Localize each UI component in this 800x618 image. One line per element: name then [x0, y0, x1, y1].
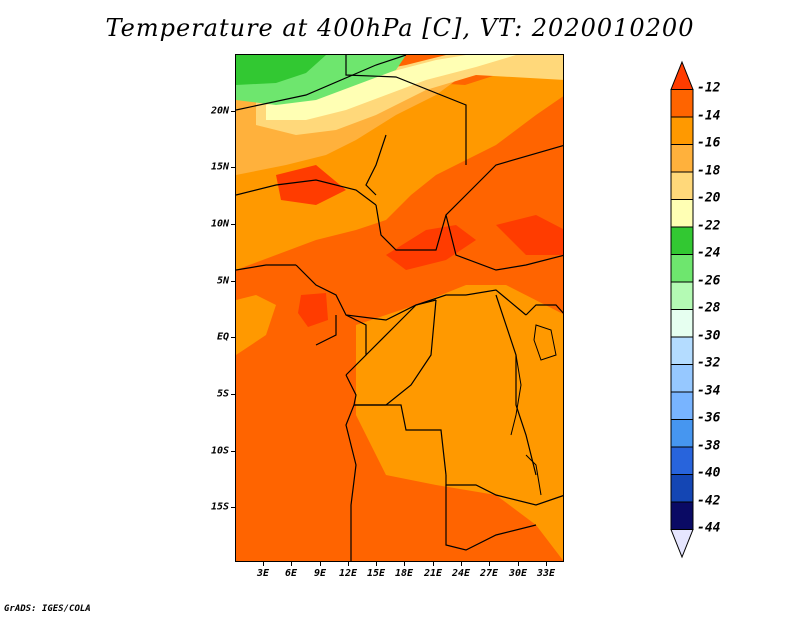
- colorbar-cell: [670, 391, 694, 420]
- colorbar-label: -44: [697, 520, 721, 536]
- map-panel: [235, 54, 564, 562]
- lon-tick: [433, 562, 434, 566]
- colorbar-label: -24: [697, 245, 721, 261]
- colorbar-cell: [670, 309, 694, 338]
- lat-tick: [231, 507, 235, 508]
- lon-tick: [291, 562, 292, 566]
- lon-label-21e: 21E: [423, 568, 443, 579]
- colorbar-cell: [670, 226, 694, 255]
- colorbar-cell: [670, 364, 694, 393]
- lat-tick: [231, 111, 235, 112]
- lon-label-27e: 27E: [479, 568, 499, 579]
- colorbar-top-triangle: [670, 60, 694, 90]
- credit-text: GrADS: IGES/COLA: [4, 604, 91, 614]
- colorbar-label: -32: [697, 355, 721, 371]
- colorbar-label: -26: [697, 273, 721, 289]
- colorbar-cell: [670, 336, 694, 365]
- lon-tick: [489, 562, 490, 566]
- field-region-12-d: [496, 215, 563, 255]
- colorbar-label: -34: [697, 383, 721, 399]
- colorbar-label: -16: [697, 135, 721, 151]
- colorbar-cell: [670, 419, 694, 448]
- colorbar-cell: [670, 474, 694, 503]
- colorbar-bottom-triangle: [670, 529, 694, 559]
- colorbar-cell: [670, 281, 694, 310]
- lat-tick: [231, 394, 235, 395]
- colorbar-label: -40: [697, 465, 721, 481]
- colorbar-label: -18: [697, 163, 721, 179]
- lat-tick: [231, 451, 235, 452]
- lon-tick: [518, 562, 519, 566]
- lat-label-10n: 10N: [210, 218, 229, 230]
- lat-tick: [231, 337, 235, 338]
- field-region-22: [266, 55, 516, 120]
- field-region-16-central: [356, 285, 563, 561]
- lat-label-eq: EQ: [216, 331, 229, 343]
- lat-tick: [231, 281, 235, 282]
- colorbar-cells: [670, 60, 694, 559]
- colorbar-cell: [670, 89, 694, 118]
- field-region-16-west: [236, 295, 276, 355]
- lon-tick: [320, 562, 321, 566]
- colorbar-label: -30: [697, 328, 721, 344]
- lon-label-3e: 3E: [256, 568, 270, 579]
- colorbar: [670, 60, 694, 559]
- field-region-12-b: [298, 293, 328, 327]
- colorbar-label: -38: [697, 438, 721, 454]
- country-borders: [236, 55, 563, 561]
- lon-label-9e: 9E: [313, 568, 327, 579]
- lon-tick: [461, 562, 462, 566]
- lon-label-15e: 15E: [366, 568, 386, 579]
- colorbar-cell: [670, 171, 694, 200]
- lat-tick: [231, 167, 235, 168]
- field-region-20: [256, 55, 563, 135]
- colorbar-cell: [670, 116, 694, 145]
- colorbar-cell: [670, 446, 694, 475]
- lat-tick: [231, 224, 235, 225]
- temperature-map: [236, 55, 563, 561]
- lon-label-12e: 12E: [338, 568, 358, 579]
- colorbar-label: -14: [697, 108, 721, 124]
- colorbar-label: -42: [697, 493, 721, 509]
- lon-tick: [376, 562, 377, 566]
- colorbar-label: -22: [697, 218, 721, 234]
- colorbar-label: -36: [697, 410, 721, 426]
- field-region-12-c: [276, 165, 346, 205]
- lon-label-6e: 6E: [284, 568, 298, 579]
- colorbar-cell: [670, 501, 694, 530]
- lat-label-15n: 15N: [210, 161, 229, 173]
- lon-tick: [546, 562, 547, 566]
- colorbar-label: -20: [697, 190, 721, 206]
- colorbar-label: -12: [697, 80, 721, 96]
- lon-tick: [263, 562, 264, 566]
- colorbar-cell: [670, 254, 694, 283]
- lon-label-18e: 18E: [394, 568, 414, 579]
- lat-label-5n: 5N: [216, 275, 229, 287]
- lon-label-33e: 33E: [536, 568, 556, 579]
- lon-tick: [404, 562, 405, 566]
- lat-label-20n: 20N: [210, 105, 229, 117]
- lon-label-30e: 30E: [508, 568, 528, 579]
- field-region-12-a: [386, 225, 476, 270]
- lat-label-10s: 10S: [210, 445, 229, 457]
- colorbar-cell: [670, 199, 694, 228]
- colorbar-label: -28: [697, 300, 721, 316]
- lon-label-24e: 24E: [451, 568, 471, 579]
- lon-tick: [348, 562, 349, 566]
- lake-outlines: [510, 324, 557, 496]
- lat-label-15s: 15S: [210, 501, 229, 513]
- lat-label-5s: 5S: [216, 388, 229, 400]
- colorbar-cell: [670, 144, 694, 173]
- chart-title: Temperature at 400hPa [C], VT: 202001020…: [105, 14, 695, 42]
- field-region-24: [236, 55, 326, 85]
